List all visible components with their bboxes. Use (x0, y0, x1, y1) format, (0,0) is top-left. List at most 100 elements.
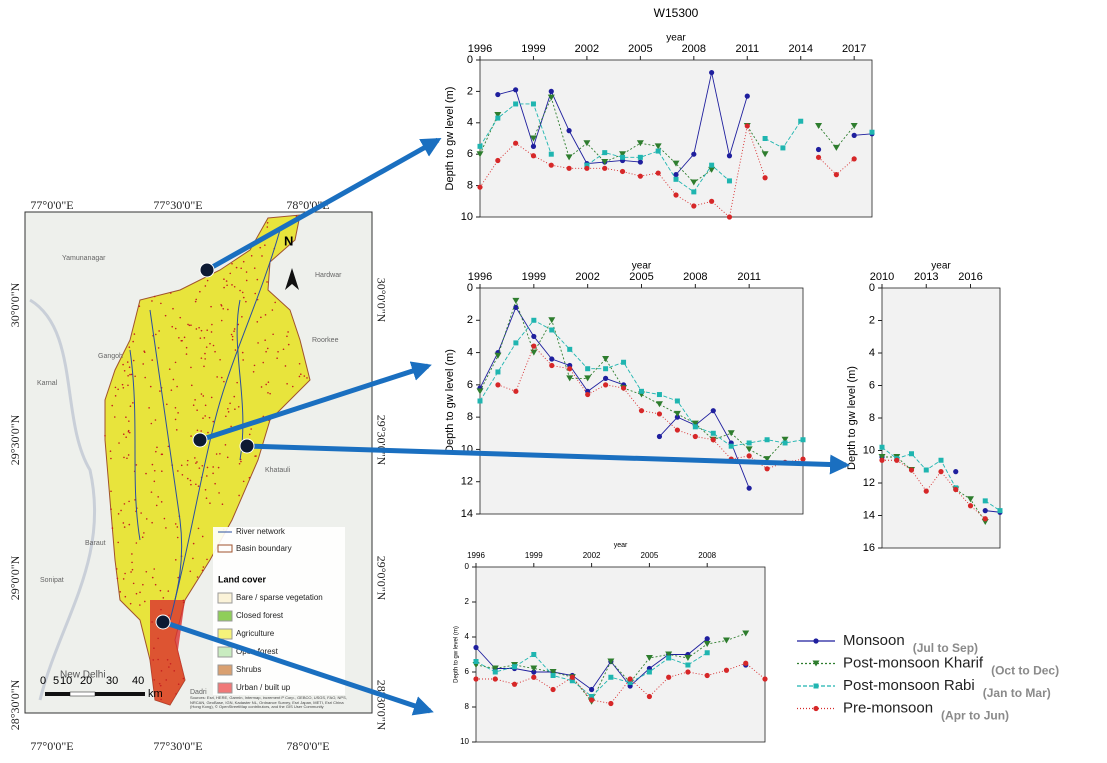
settlement-dot (143, 532, 145, 534)
settlement-dot (227, 457, 229, 459)
settlement-dot (124, 370, 126, 372)
settlement-dot (165, 315, 167, 317)
settlement-dot (283, 348, 285, 350)
legend-marker (813, 638, 818, 643)
plot-area (480, 288, 803, 514)
settlement-dot (136, 593, 138, 595)
settlement-dot (231, 284, 233, 286)
settlement-dot (202, 465, 204, 467)
settlement-dot (175, 328, 177, 330)
settlement-dot (205, 489, 207, 491)
settlement-dot (164, 518, 166, 520)
map-legend-title: Land cover (218, 574, 267, 584)
settlement-dot (157, 496, 159, 498)
settlement-dot (225, 416, 227, 418)
x-tick-label: 2013 (914, 271, 938, 283)
settlement-dot (286, 335, 288, 337)
settlement-dot (110, 490, 112, 492)
point (798, 119, 803, 124)
legend-note: (Jul to Sep) (913, 641, 978, 655)
settlement-dot (152, 464, 154, 466)
settlement-dot (183, 602, 185, 604)
x-tick-label: 2011 (737, 271, 761, 283)
point (549, 89, 554, 94)
point (628, 676, 633, 681)
settlement-dot (190, 324, 192, 326)
point (765, 437, 770, 442)
settlement-dot (122, 364, 124, 366)
point (478, 399, 483, 404)
place-label: Karnal (37, 380, 58, 387)
map-legend-label: Bare / sparse vegetation (236, 593, 323, 602)
settlement-dot (197, 429, 199, 431)
settlement-dot (116, 568, 118, 570)
point (924, 468, 929, 473)
settlement-dot (115, 387, 117, 389)
point (763, 136, 768, 141)
map-legend-label: Basin boundary (236, 544, 292, 553)
point (495, 369, 500, 374)
settlement-dot (148, 407, 150, 409)
settlement-dot (250, 428, 252, 430)
settlement-dot (144, 601, 146, 603)
settlement-dot (241, 316, 243, 318)
settlement-dot (172, 308, 174, 310)
point (747, 486, 752, 491)
point (477, 185, 482, 190)
settlement-dot (207, 467, 209, 469)
plot-area (882, 288, 1000, 548)
point (512, 664, 517, 669)
settlement-dot (223, 287, 225, 289)
point (493, 670, 498, 675)
point (493, 676, 498, 681)
settlement-dot (249, 434, 251, 436)
point (998, 508, 1003, 513)
settlement-dot (193, 404, 195, 406)
settlement-dot (123, 457, 125, 459)
settlement-dot (129, 374, 131, 376)
settlement-dot (210, 306, 212, 308)
point (879, 458, 884, 463)
settlement-dot (178, 683, 180, 685)
settlement-dot (206, 497, 208, 499)
point (567, 347, 572, 352)
x-axis-label: year (614, 542, 628, 549)
settlement-dot (130, 603, 132, 605)
settlement-dot (264, 339, 266, 341)
point (953, 487, 958, 492)
legend-label: Post-monsoon Rabi (843, 677, 975, 694)
settlement-dot (125, 416, 127, 418)
settlement-dot (177, 526, 179, 528)
point (924, 489, 929, 494)
settlement-dot (198, 485, 200, 487)
point (550, 687, 555, 692)
settlement-dot (131, 562, 133, 564)
point (495, 382, 500, 387)
settlement-dot (191, 385, 193, 387)
settlement-dot (158, 347, 160, 349)
map-legend: River network Basin boundary Land cover … (213, 527, 345, 695)
legend-note: (Oct to Dec) (991, 664, 1059, 678)
x-tick-label: 2002 (575, 43, 599, 55)
settlement-dot (143, 350, 145, 352)
well-marker (200, 263, 214, 277)
settlement-dot (153, 679, 155, 681)
settlement-dot (205, 285, 207, 287)
settlement-dot (234, 328, 236, 330)
point (495, 92, 500, 97)
settlement-dot (300, 373, 302, 375)
settlement-dot (139, 592, 141, 594)
settlement-dot (151, 522, 153, 524)
settlement-dot (268, 381, 270, 383)
settlement-dot (171, 389, 173, 391)
point (513, 141, 518, 146)
point (603, 382, 608, 387)
settlement-dot (196, 461, 198, 463)
settlement-dot (151, 359, 153, 361)
point (549, 152, 554, 157)
legend-swatch (218, 647, 232, 657)
y-tick-label: 10 (461, 211, 473, 223)
settlement-dot (204, 337, 206, 339)
settlement-dot (267, 222, 269, 224)
settlement-dot (173, 670, 175, 672)
